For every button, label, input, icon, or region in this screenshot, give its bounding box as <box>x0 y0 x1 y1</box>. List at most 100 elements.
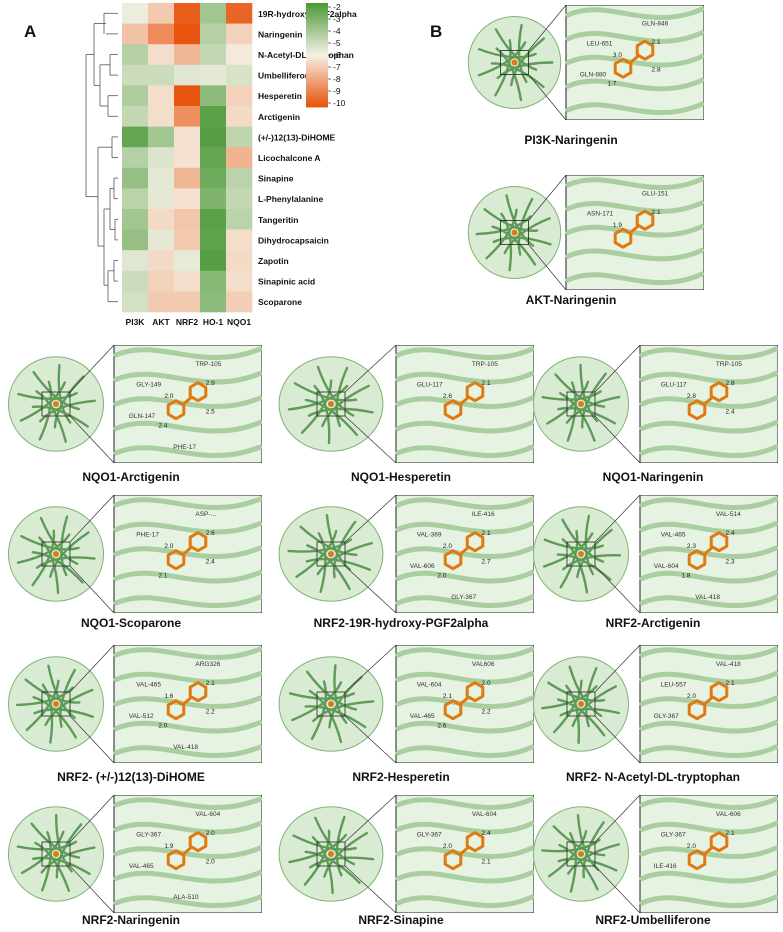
distance-label: 2.0 <box>206 858 215 865</box>
distance-label: 1.8 <box>681 573 690 580</box>
heatmap-cell <box>122 270 149 292</box>
panel-caption: NRF2-Arctigenin <box>605 616 701 630</box>
distance-label: 2.4 <box>726 530 735 537</box>
heatmap-cell <box>226 106 253 127</box>
residue-label: VAL-465 <box>136 681 161 688</box>
colorbar-segment <box>306 101 328 105</box>
heatmap-cell <box>122 250 149 272</box>
ligand-structure <box>687 381 729 421</box>
colorbar-tick-label: -3 <box>333 14 341 24</box>
protein-overview <box>7 356 105 452</box>
selection-box <box>566 691 596 717</box>
protein-overview <box>7 656 105 752</box>
distance-label: 2.6 <box>437 723 446 730</box>
docking-figure: VAL-418 LEU-557 GLY-367 2.1 2.0 <box>532 645 778 763</box>
distance-label: 2.6 <box>443 393 452 400</box>
residue-label: VAL-465 <box>661 531 686 538</box>
heatmap-cell <box>122 3 149 24</box>
residue-label: VAL-514 <box>716 511 741 518</box>
residue-label: GLY-367 <box>451 594 476 601</box>
colorbar-tick-label: -4 <box>333 26 341 36</box>
ligand-marker <box>328 551 334 557</box>
residue-label: ASP-... <box>195 511 216 518</box>
colorbar-tick-label: -8 <box>333 74 341 84</box>
distance-label: 2.1 <box>726 680 735 687</box>
heatmap-cell <box>200 126 227 148</box>
distance-label: 2.8 <box>687 393 696 400</box>
colorbar-segment <box>306 88 328 92</box>
heatmap-cell <box>174 291 201 313</box>
panel-caption: NQO1-Arctigenin <box>82 470 180 484</box>
heatmap-cell <box>148 85 175 107</box>
distance-label: 2.0 <box>164 543 173 550</box>
residue-label: ALA-510 <box>173 894 199 901</box>
docking-panel: TRP-105 GLU-117 2.1 2.6 <box>272 345 534 463</box>
heatmap-cell <box>122 188 149 210</box>
selection-box <box>41 841 71 867</box>
selection-box <box>41 691 71 717</box>
docking-panel: VAL-604 GLY-367 VAL-465 ALA-510 2.0 1.9 2.0 <box>2 795 262 913</box>
heatmap-cell <box>226 126 253 148</box>
heatmap-cell <box>174 167 201 189</box>
ligand-marker <box>328 701 334 707</box>
docking-panel: ILE-416 VAL-369 VAL-606 GLY-367 2.1 2.0 2.7 2.0 <box>272 495 534 613</box>
colorbar-segment <box>306 81 328 84</box>
ligand-marker <box>328 401 334 407</box>
distance-label: 1.6 <box>164 693 173 700</box>
ligand-marker <box>53 401 59 407</box>
colorbar-segment <box>306 44 328 48</box>
heatmap-cell <box>200 85 227 107</box>
docking-figure: TRP-105 GLY-149 GLN-147 PHE-17 2.9 2.0 2.5 2.4 <box>7 345 262 463</box>
ligand-structure <box>687 681 729 721</box>
docking-figure: VAL-604 GLY-367 2.4 2.0 2.1 <box>278 795 534 913</box>
heatmap-cell <box>122 44 149 66</box>
colorbar-segment <box>306 16 328 19</box>
heatmap-cell <box>226 85 253 107</box>
heatmap-row-label: (+/-)12(13)-DiHOME <box>258 132 336 142</box>
heatmap-cell <box>200 23 227 45</box>
protein-overview <box>7 806 105 902</box>
selection-box <box>316 541 346 567</box>
binding-site-zoom: GLN-846 LEU-651 GLN-880 2.1 3.0 2.8 1.7 <box>565 5 704 120</box>
heatmap-cell <box>174 23 201 45</box>
ligand-marker <box>578 401 584 407</box>
residue-label: PHE-17 <box>136 531 159 538</box>
heatmap-cell <box>148 270 175 292</box>
binding-site-zoom: VAL-514 VAL-465 VAL-604 VAL-418 2.4 2.3 2.3 1.8 <box>639 495 778 613</box>
protein-overview <box>278 806 384 902</box>
distance-label: 2.4 <box>206 558 215 565</box>
binding-site-zoom: VAL-606 GLY-367 ILE-416 2.1 2.0 <box>639 795 778 913</box>
heatmap-chart: 19R-hydroxy-PGF2alphaNaringeninN-Acetyl-… <box>85 2 357 327</box>
binding-site-zoom: TRP-105 GLU-117 2.1 2.6 <box>395 345 534 463</box>
heatmap-row-label: Hesperetin <box>258 91 302 101</box>
heatmap-cell <box>200 64 227 86</box>
protein-overview <box>532 806 630 902</box>
distance-label: 2.1 <box>482 380 491 387</box>
residue-label: TRP-105 <box>716 361 742 368</box>
heatmap-cell <box>174 106 201 127</box>
ligand-structure <box>687 831 729 871</box>
protein-overview <box>7 506 105 602</box>
distance-label: 2.9 <box>206 380 215 387</box>
residue-label: ASN-171 <box>587 210 614 217</box>
protein-overview <box>467 186 562 279</box>
docking-panel: TRP-105 GLY-149 GLN-147 PHE-17 2.9 2.0 2.5 2.4 <box>2 345 262 463</box>
binding-site-zoom: ILE-416 VAL-369 VAL-606 GLY-367 2.1 2.0 2.7 2.0 <box>395 495 534 613</box>
colorbar-segment <box>306 55 328 58</box>
ligand-structure <box>166 681 208 721</box>
docking-figure: VAL-604 GLY-367 VAL-465 ALA-510 2.0 1.9 2.0 <box>7 795 262 913</box>
distance-label: 2.1 <box>482 530 491 537</box>
heatmap-cell <box>200 3 227 24</box>
binding-site-zoom: ARG326 VAL-465 VAL-512 VAL-418 2.1 1.6 2.2 2.0 <box>113 645 262 763</box>
heatmap-cell <box>226 147 253 169</box>
heatmap-row-label: L-Phenylalanine <box>258 194 323 204</box>
binding-site-zoom: VAL-604 GLY-367 2.4 2.0 2.1 <box>395 795 534 913</box>
ligand-marker <box>53 551 59 557</box>
colorbar-segment <box>306 42 328 45</box>
residue-label: VAL-604 <box>472 811 497 818</box>
selection-box <box>316 691 346 717</box>
residue-label: LEU-557 <box>661 681 687 688</box>
heatmap-row-label: Sinapine <box>258 174 294 184</box>
heatmap-cell <box>200 250 227 272</box>
residue-label: GLY-367 <box>417 831 442 838</box>
